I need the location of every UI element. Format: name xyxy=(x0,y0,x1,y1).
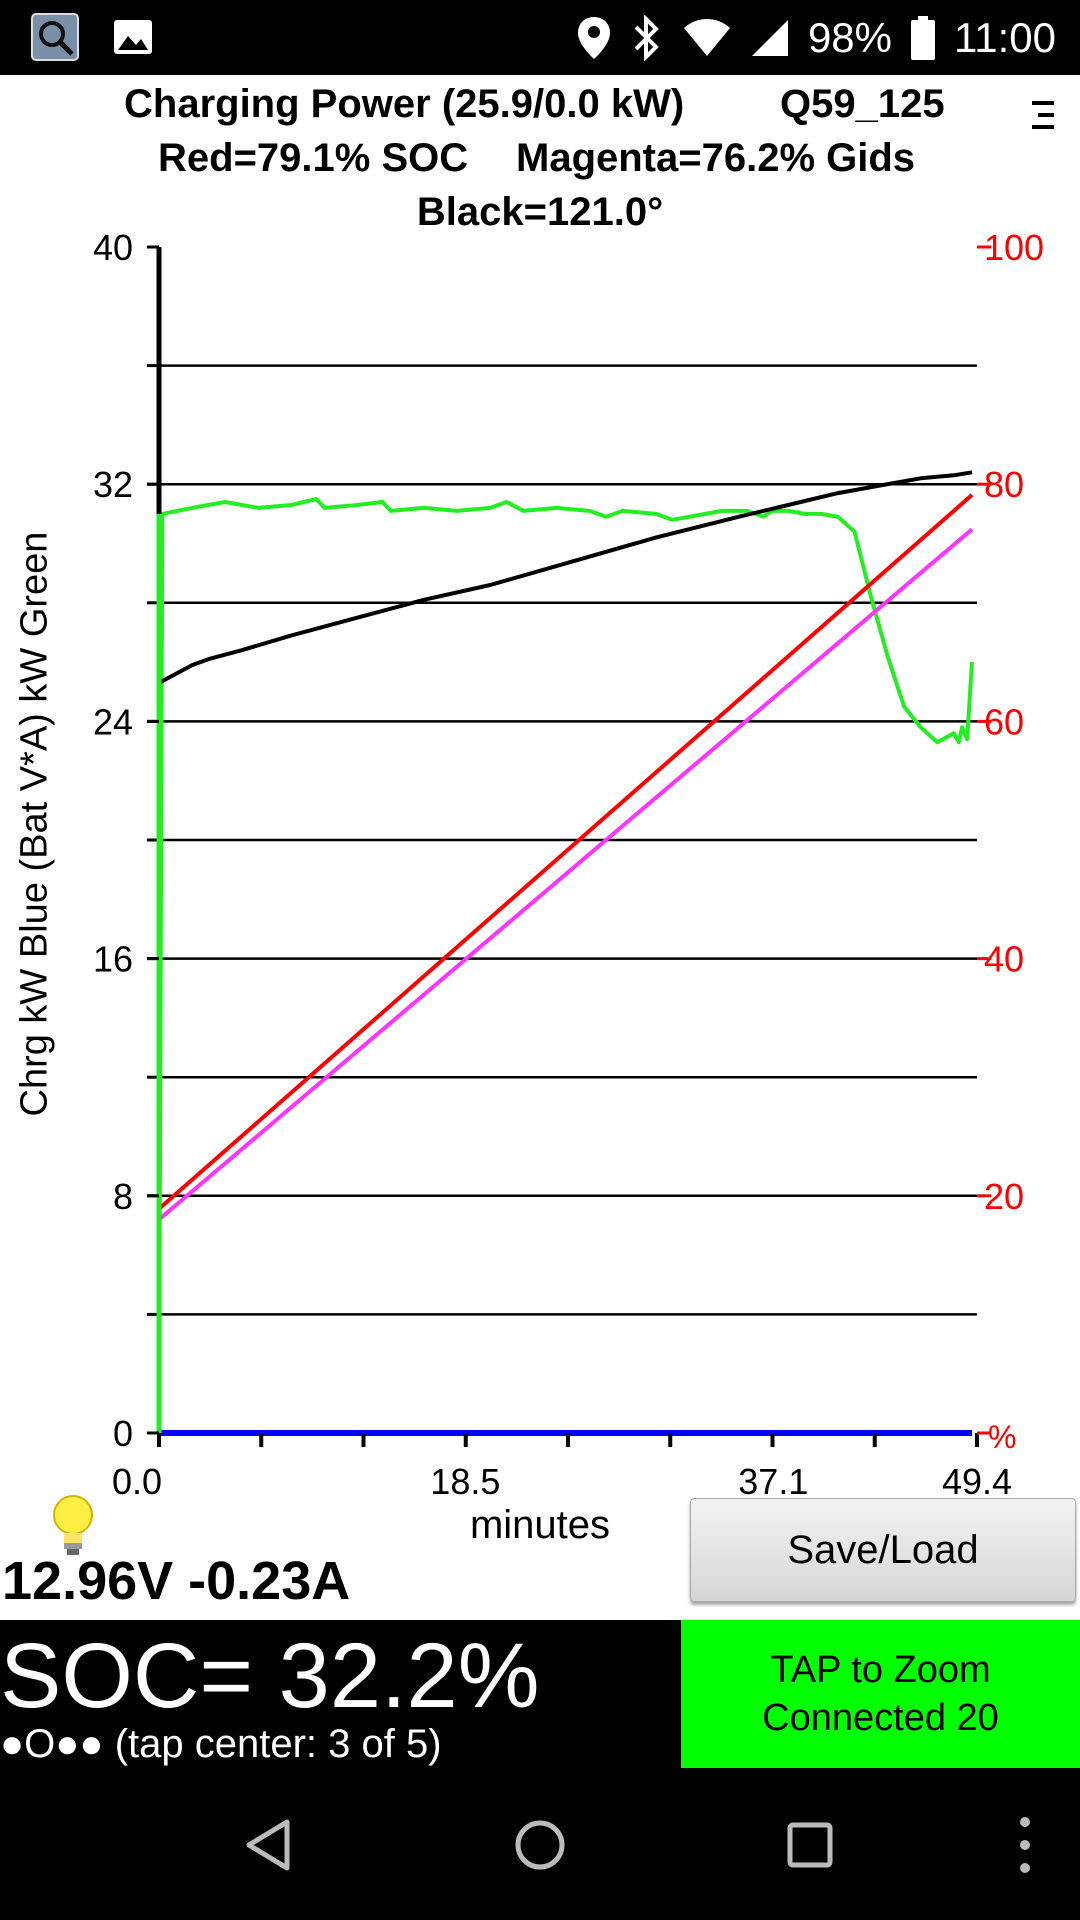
navigation-bar xyxy=(0,1770,1080,1920)
chart-id: Q59_125 xyxy=(780,82,945,126)
status-bar: 98% 11:00 xyxy=(0,0,1080,75)
battery-icon xyxy=(911,15,935,60)
y-tick-label: 8 xyxy=(113,1176,133,1217)
home-icon[interactable] xyxy=(505,1810,575,1880)
chart-title: Charging Power (25.9/0.0 kW) xyxy=(124,82,685,126)
y-tick-label: 32 xyxy=(93,464,133,505)
location-icon xyxy=(577,16,610,59)
charging-chart[interactable]: 0.0 18.5 37.1 49.4 0 8 16 24 32 40 20 40 60 80 100% xyxy=(0,230,1080,1500)
y2-tick-label: 60 xyxy=(984,701,1024,742)
voltage-readout: 12.96V -0.23A xyxy=(2,1551,351,1611)
x-tick-label: 0.0 xyxy=(112,1461,162,1500)
y2-tick-label: 40 xyxy=(984,939,1024,980)
temperature-legend: Black=121.0° xyxy=(416,190,664,234)
series-magenta-line xyxy=(157,527,974,1222)
x-tick-label: 49.4 xyxy=(942,1461,1012,1500)
lightbulb-icon xyxy=(53,1495,93,1555)
gids-legend: Magenta=76.2% Gids xyxy=(516,136,916,180)
x-tick-label: 37.1 xyxy=(738,1461,808,1500)
y-tick-label: 0 xyxy=(113,1413,133,1454)
tap-zoom-button[interactable]: TAP to Zoom Connected 20 xyxy=(681,1620,1080,1768)
y2-tick-label: 20 xyxy=(984,1176,1024,1217)
bluetooth-icon xyxy=(634,14,659,61)
tap-zoom-label: TAP to Zoom xyxy=(770,1649,991,1691)
save-load-button[interactable]: Save/Load xyxy=(690,1498,1076,1602)
series-red-line xyxy=(157,493,974,1211)
y-tick-label: 24 xyxy=(93,701,133,742)
image-icon xyxy=(114,20,152,54)
back-icon[interactable] xyxy=(235,1810,305,1880)
soc-legend: Red=79.1% SOC xyxy=(158,136,469,180)
wifi-icon xyxy=(683,18,730,56)
x-tick-label: 18.5 xyxy=(430,1461,500,1500)
overflow-menu-icon[interactable] xyxy=(990,1810,1060,1880)
y2-tick-label: 80 xyxy=(984,464,1024,505)
clock: 11:00 xyxy=(954,13,1056,61)
battery-percent: 98% xyxy=(807,13,892,61)
menu-icon[interactable] xyxy=(1028,95,1058,135)
y2-unit-label: % xyxy=(988,1419,1016,1455)
soc-readout[interactable]: SOC= 32.2% xyxy=(0,1625,540,1727)
connection-status: Connected 20 xyxy=(762,1697,999,1739)
y-tick-label: 40 xyxy=(93,230,133,268)
y2-tick-label: 100 xyxy=(984,230,1044,268)
signal-icon xyxy=(751,19,788,56)
x-axis-label: minutes xyxy=(469,1503,611,1547)
app-logo-icon xyxy=(31,13,79,61)
y-axis-label: Chrg kW Blue (Bat V*A) kW Green xyxy=(13,531,56,1117)
status-icons: 98% 11:00 xyxy=(576,0,1056,75)
recents-icon[interactable] xyxy=(775,1810,845,1880)
series-black-line xyxy=(158,470,973,685)
page-indicator[interactable]: ●O●● (tap center: 3 of 5) xyxy=(0,1722,442,1766)
series-green-line xyxy=(157,497,974,1434)
y-tick-label: 16 xyxy=(93,939,133,980)
